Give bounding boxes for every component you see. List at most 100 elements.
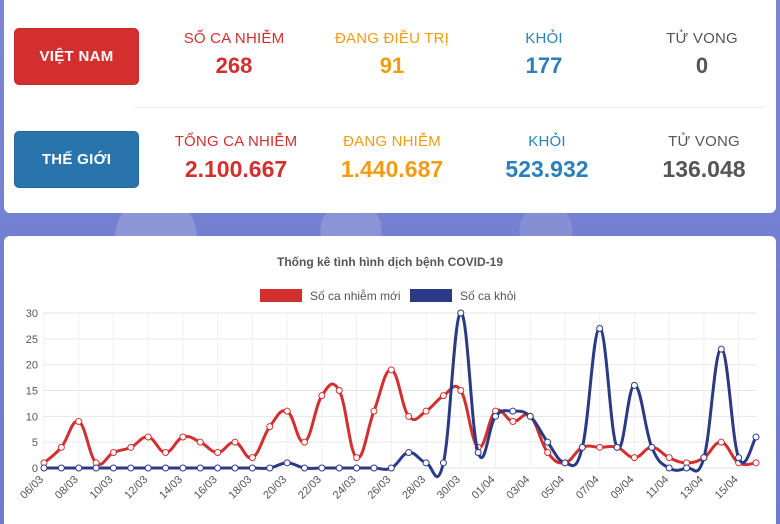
recovered-point[interactable] — [92, 464, 100, 472]
recovered-point[interactable] — [683, 464, 691, 472]
recovered-point[interactable] — [665, 464, 673, 472]
x-tick-label: 28/03 — [400, 474, 428, 502]
recovered-point[interactable] — [509, 407, 517, 415]
recovered-point[interactable] — [596, 325, 604, 332]
new-cases-point[interactable] — [387, 366, 395, 374]
world-button[interactable]: THẾ GIỚI — [14, 131, 139, 188]
legend-swatch[interactable] — [260, 289, 302, 302]
chart-card: Thống kê tình hình dịch bệnh COVID-19 Số… — [4, 236, 776, 524]
recovered-point[interactable] — [196, 464, 204, 472]
x-tick-label: 15/04 — [713, 474, 741, 502]
vn-total-cases-label: SỐ CA NHIỄM — [183, 30, 285, 47]
new-cases-point[interactable] — [144, 433, 152, 441]
new-cases-point[interactable] — [283, 407, 291, 415]
recovered-point[interactable] — [283, 459, 291, 467]
recovered-point[interactable] — [457, 309, 465, 317]
recovered-point[interactable] — [370, 464, 378, 472]
new-cases-point[interactable] — [75, 418, 83, 425]
chart-grid — [43, 312, 756, 469]
new-cases-point[interactable] — [544, 449, 552, 456]
vn-deaths-value: 0 — [695, 53, 709, 78]
new-cases-point[interactable] — [405, 412, 413, 420]
x-tick-label: 13/04 — [678, 474, 706, 502]
recovered-point[interactable] — [57, 464, 65, 472]
new-cases-point[interactable] — [109, 449, 117, 456]
recovered-point[interactable] — [422, 459, 430, 467]
recovered-point[interactable] — [735, 454, 743, 462]
new-cases-point[interactable] — [162, 449, 170, 456]
recovered-point[interactable] — [387, 464, 395, 472]
new-cases-point[interactable] — [596, 443, 604, 451]
x-tick-label: 09/04 — [609, 474, 637, 502]
recovered-point[interactable] — [630, 381, 638, 389]
new-cases-point[interactable] — [439, 392, 447, 400]
y-tick-label: 0 — [32, 463, 38, 475]
vn-total-cases-value: 268 — [215, 53, 253, 78]
new-cases-point[interactable] — [214, 449, 222, 456]
new-cases-point[interactable] — [57, 443, 65, 451]
new-cases-point[interactable] — [179, 433, 187, 441]
new-cases-point[interactable] — [422, 407, 430, 415]
new-cases-point[interactable] — [630, 454, 638, 462]
recovered-point[interactable] — [214, 464, 222, 472]
recovered-point[interactable] — [474, 449, 482, 456]
legend-label[interactable]: Số ca khỏi — [460, 289, 516, 303]
new-cases-point[interactable] — [127, 443, 135, 451]
recovered-point[interactable] — [266, 464, 274, 472]
recovered-point[interactable] — [439, 459, 447, 467]
new-cases-point[interactable] — [509, 418, 517, 425]
legend-label[interactable]: Số ca nhiễm mới — [310, 288, 401, 303]
recovered-point[interactable] — [318, 464, 326, 472]
new-cases-point[interactable] — [717, 438, 725, 446]
new-cases-point[interactable] — [248, 454, 256, 462]
world-deaths-value: 136.048 — [662, 156, 746, 182]
recovered-point[interactable] — [109, 464, 117, 472]
new-cases-point[interactable] — [353, 454, 361, 462]
vn-recovered-label: KHỎI — [525, 30, 563, 47]
new-cases-point[interactable] — [335, 387, 343, 394]
recovered-point[interactable] — [162, 464, 170, 472]
new-cases-point[interactable] — [196, 438, 204, 446]
recovered-point[interactable] — [179, 464, 187, 472]
new-cases-point[interactable] — [266, 423, 274, 431]
recovered-point[interactable] — [561, 459, 569, 467]
legend-swatch[interactable] — [410, 289, 452, 302]
vn-active-label: ĐANG ĐIỀU TRỊ — [334, 30, 449, 47]
recovered-point[interactable] — [353, 464, 361, 472]
recovered-point[interactable] — [492, 412, 500, 420]
recovered-point[interactable] — [613, 443, 621, 451]
vn-total-cases: SỐ CA NHIỄM 268 — [149, 0, 319, 79]
recovered-point[interactable] — [127, 464, 135, 472]
recovered-point[interactable] — [544, 438, 552, 446]
y-tick-label: 5 — [32, 437, 38, 449]
recovered-point[interactable] — [752, 433, 760, 441]
recovered-point[interactable] — [40, 464, 48, 472]
x-tick-label: 11/04 — [644, 474, 671, 501]
recovered-point[interactable] — [75, 464, 83, 472]
new-cases-point[interactable] — [665, 454, 673, 462]
new-cases-point[interactable] — [318, 392, 326, 400]
recovered-point[interactable] — [231, 464, 239, 472]
new-cases-point[interactable] — [752, 459, 760, 467]
recovered-point[interactable] — [144, 464, 152, 472]
recovered-point[interactable] — [300, 464, 308, 472]
recovered-point[interactable] — [700, 454, 708, 462]
new-cases-point[interactable] — [300, 438, 308, 446]
recovered-point[interactable] — [335, 464, 343, 472]
chart-ticks: 0 5 10 15 20 25 30 06/03 08/03 10/03 12/03 14/03 16/… — [18, 308, 741, 502]
world-recovered: KHỎI 523.932 — [462, 104, 632, 183]
recovered-point[interactable] — [648, 443, 656, 451]
world-total-cases-label: TỔNG CA NHIỄM — [174, 133, 298, 150]
y-tick-label: 20 — [26, 360, 38, 372]
recovered-point[interactable] — [578, 443, 586, 451]
x-tick-label: 05/04 — [539, 474, 567, 502]
new-cases-point[interactable] — [370, 407, 378, 415]
recovered-point[interactable] — [405, 449, 413, 456]
recovered-point[interactable] — [248, 464, 256, 472]
vietnam-button[interactable]: VIỆT NAM — [14, 28, 139, 85]
recovered-point[interactable] — [526, 412, 534, 420]
new-cases-point[interactable] — [231, 438, 239, 446]
recovered-point[interactable] — [717, 345, 725, 353]
x-tick-label: 10/03 — [88, 474, 116, 502]
new-cases-point[interactable] — [457, 387, 465, 394]
